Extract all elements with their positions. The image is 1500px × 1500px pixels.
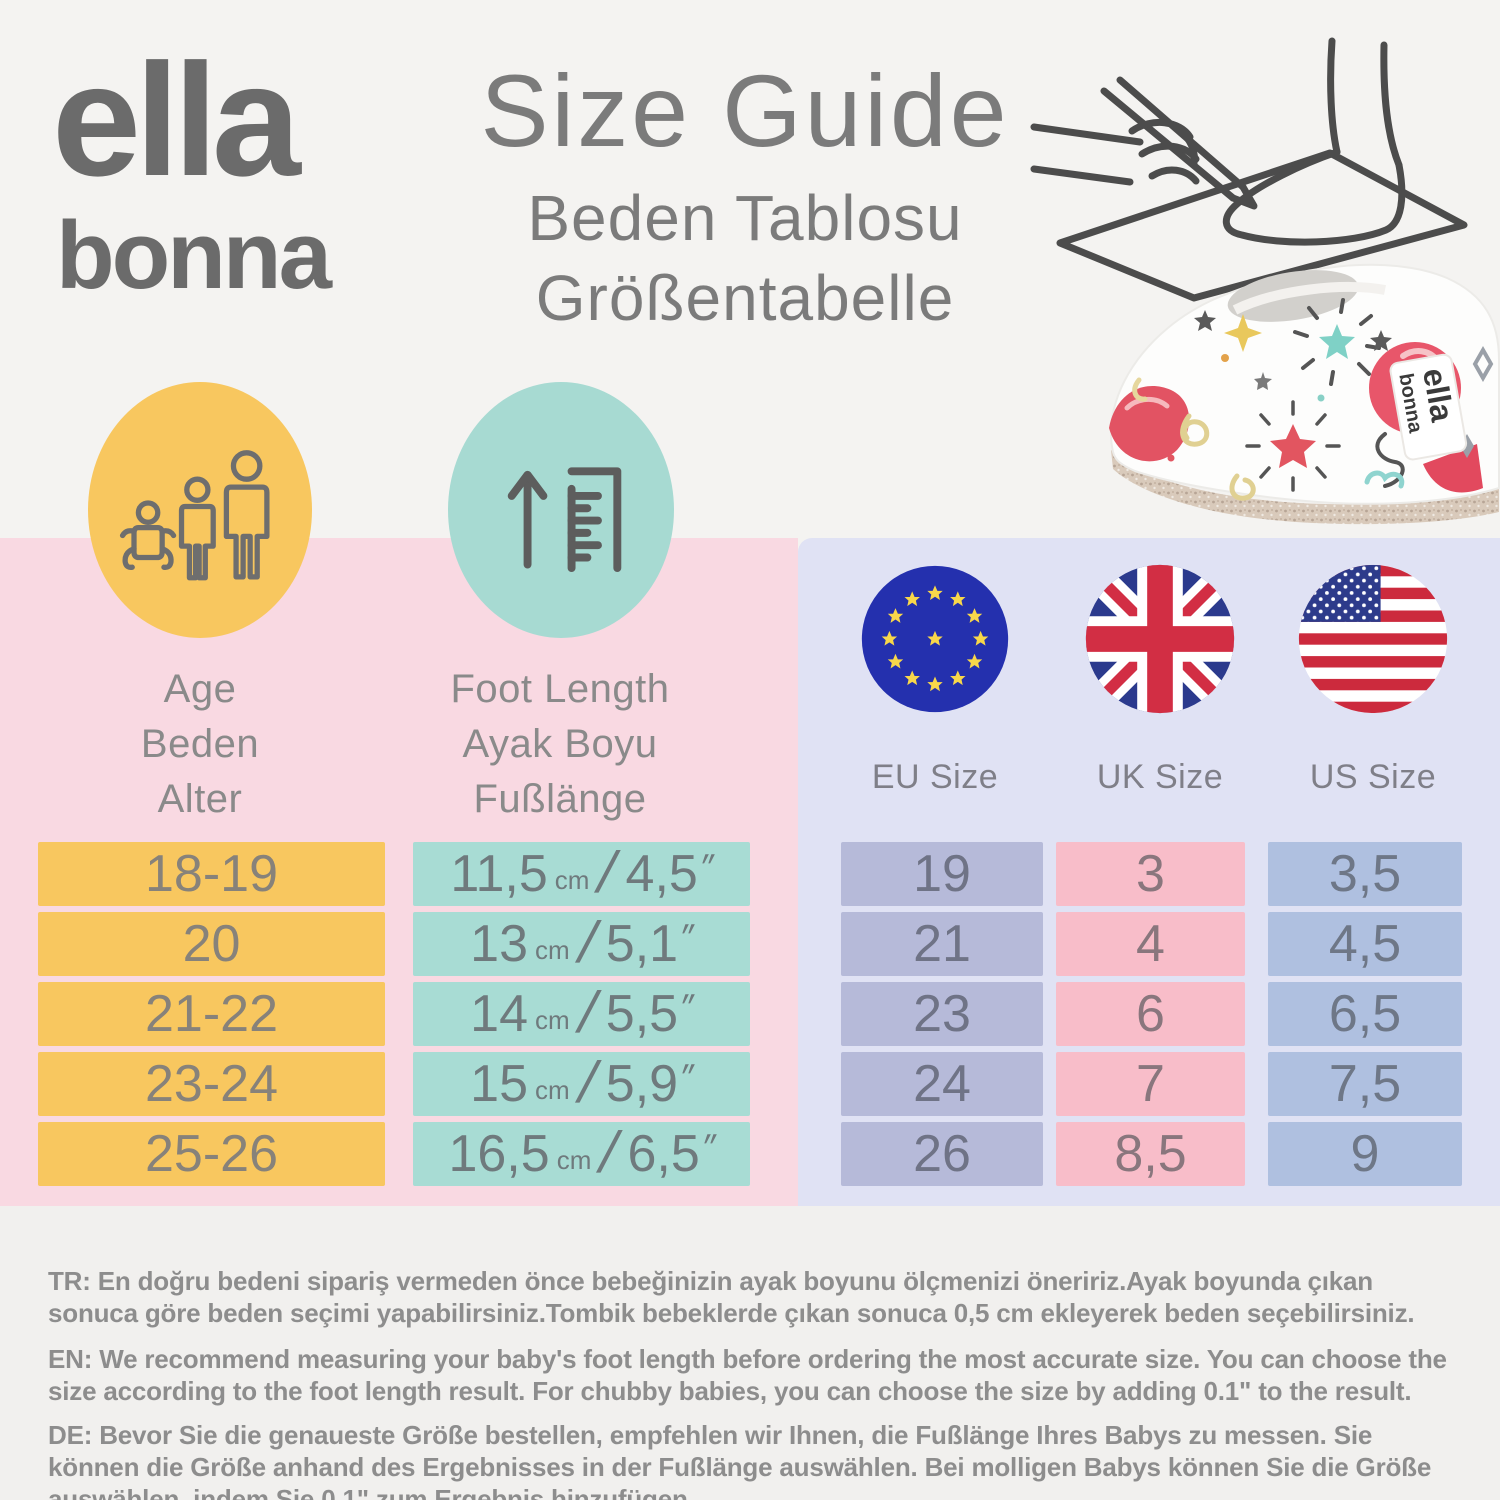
inch-value: 4,5: [625, 845, 698, 903]
cm-unit: cm: [554, 865, 590, 895]
slash: /: [571, 909, 604, 975]
inch-mark: ″: [695, 846, 718, 887]
cm-unit: cm: [535, 935, 570, 965]
eu-size-cell: 23: [841, 982, 1043, 1046]
foot-length-cell: 13 cm/5,1 ″: [413, 909, 750, 976]
brand-logo-line2: bonna: [56, 202, 332, 309]
foot-length-cell: 16,5 cm/6,5 ″: [413, 1119, 750, 1186]
page-title: Size Guide Beden Tablosu Größentabelle: [410, 60, 1080, 330]
us-flag-icon: [1298, 564, 1448, 714]
age-label-de: Alter: [157, 777, 243, 821]
foot-length-legend-circle: [448, 382, 674, 638]
us-size-cell: 7,5: [1268, 1052, 1462, 1116]
us-size-cell: 3,5: [1268, 842, 1462, 906]
inch-value: 5,1: [605, 915, 679, 973]
age-label-en: Age: [163, 667, 237, 711]
us-size-cell: 4,5: [1268, 912, 1462, 976]
age-cell: 18-19: [38, 842, 385, 906]
ruler-icon: [507, 467, 622, 573]
note-english: EN: We recommend measuring your baby's f…: [48, 1344, 1447, 1406]
foot-length-cell: 11,5 cm/4,5 ″: [413, 839, 750, 906]
cm-unit: cm: [535, 1005, 570, 1035]
shoe-brand-tag: ella bonna: [1389, 353, 1468, 461]
note-german: DE: Bevor Sie die genaueste Größe bestel…: [48, 1420, 1432, 1500]
title-turkish: Beden Tablosu: [527, 182, 963, 254]
eu-size-cell: 19: [841, 842, 1043, 906]
uk-size-column: 3 4 6 7 8,5: [1056, 842, 1245, 1186]
uk-size-cell: 8,5: [1056, 1122, 1245, 1186]
notes-background: [0, 1206, 1500, 1500]
age-cell: 20: [38, 912, 385, 976]
uk-size-cell: 3: [1056, 842, 1245, 906]
inch-value: 6,5: [627, 1125, 700, 1183]
slash: /: [571, 979, 604, 1045]
uk-size-cell: 6: [1056, 982, 1245, 1046]
inch-value: 5,9: [605, 1055, 679, 1113]
us-size-cell: 9: [1268, 1122, 1462, 1186]
title-german: Größentabelle: [535, 262, 955, 334]
cm-value: 14: [470, 985, 528, 1043]
foot-length-cell: 14 cm/5,5 ″: [413, 979, 750, 1046]
cm-value: 11,5: [450, 845, 548, 903]
foot-label-de: Fußlänge: [473, 777, 647, 821]
eu-size-column: 19 21 23 24 26: [841, 842, 1043, 1186]
us-size-column: 3,5 4,5 6,5 7,5 9: [1268, 842, 1462, 1186]
eu-size-cell: 21: [841, 912, 1043, 976]
title-main: Size Guide: [480, 54, 1010, 168]
baby-shoe-photo: ella bonna: [1109, 263, 1500, 525]
us-size-header: US Size: [1309, 758, 1437, 796]
inch-value: 5,5: [605, 985, 679, 1043]
cm-unit: cm: [535, 1075, 570, 1105]
cm-value: 16,5: [448, 1125, 550, 1183]
foot-length-column: 11,5 cm/4,5 ″ 13 cm/5,1 ″ 14 cm/5,5 ″ 15 cm/5,9…: [413, 839, 750, 1186]
slash: /: [593, 1119, 626, 1185]
foot-tracing-illustration: [1030, 37, 1468, 302]
age-cell: 25-26: [38, 1122, 385, 1186]
age-legend-circle: [88, 382, 312, 638]
age-cell: 21-22: [38, 982, 385, 1046]
eu-size-cell: 26: [841, 1122, 1043, 1186]
inch-mark: ″: [675, 1056, 698, 1097]
foot-legend-labels: Foot Length Ayak Boyu Fußlänge: [400, 662, 720, 827]
foot-label-tr: Ayak Boyu: [462, 722, 658, 766]
note-turkish: TR: En doğru bedeni sipariş vermeden önc…: [48, 1266, 1415, 1328]
age-cell: 23-24: [38, 1052, 385, 1116]
foot-label-en: Foot Length: [450, 667, 670, 711]
age-label-tr: Beden: [140, 722, 260, 766]
eu-size-cell: 24: [841, 1052, 1043, 1116]
brand-logo: ella bonna: [52, 30, 332, 309]
age-legend-labels: Age Beden Alter: [40, 662, 360, 827]
inch-mark: ″: [675, 916, 698, 957]
us-size-cell: 6,5: [1268, 982, 1462, 1046]
age-column: 18-19 20 21-22 23-24 25-26: [38, 842, 385, 1186]
inch-mark: ″: [675, 986, 698, 1027]
uk-size-cell: 4: [1056, 912, 1245, 976]
eu-size-header: EU Size: [871, 758, 999, 796]
cm-value: 15: [470, 1055, 528, 1113]
cm-value: 13: [470, 915, 528, 973]
inch-mark: ″: [697, 1126, 719, 1167]
slash: /: [591, 839, 624, 905]
people-icon: [119, 450, 270, 581]
uk-size-header: UK Size: [1096, 758, 1224, 796]
brand-logo-line1: ella: [52, 30, 301, 209]
cm-unit: cm: [556, 1145, 592, 1175]
eu-flag-icon: [861, 565, 1009, 713]
uk-size-cell: 7: [1056, 1052, 1245, 1116]
foot-length-cell: 15 cm/5,9 ″: [413, 1049, 750, 1116]
uk-flag-icon: [1085, 564, 1235, 714]
slash: /: [571, 1049, 604, 1115]
